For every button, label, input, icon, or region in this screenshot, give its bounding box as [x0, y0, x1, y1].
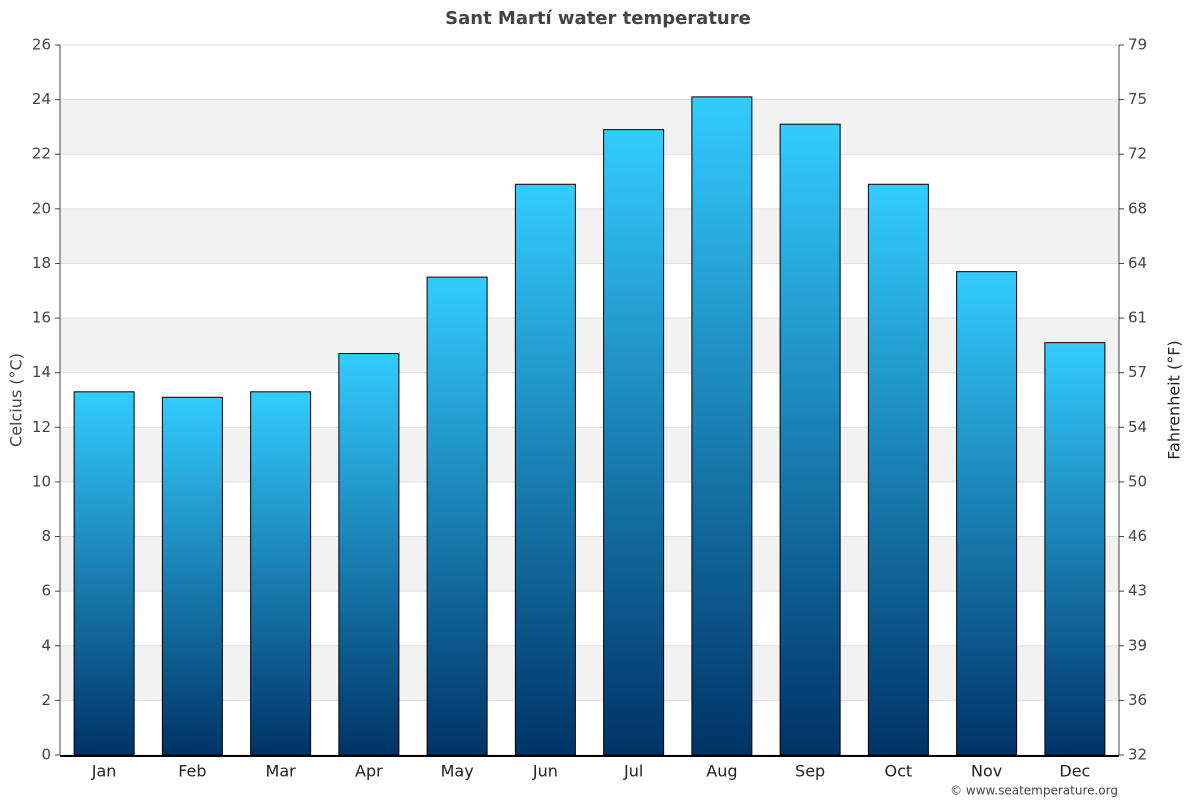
y-tick-label: 20: [32, 199, 51, 217]
x-tick-label: Feb: [178, 762, 206, 781]
y-tick-label: 18: [32, 254, 51, 272]
y2-tick-label: 54: [1128, 418, 1147, 436]
y-tick-label: 10: [32, 472, 51, 490]
x-tick-label: Jan: [91, 762, 117, 781]
y-tick-label: 4: [41, 636, 51, 654]
x-tick-label: Mar: [266, 762, 297, 781]
y2-tick-label: 75: [1128, 90, 1147, 108]
bar: [779, 123, 841, 756]
y2-tick-label: 32: [1128, 746, 1147, 764]
y2-tick-label: 57: [1128, 363, 1147, 381]
bar: [867, 183, 929, 756]
chart-title: Sant Martí water temperature: [445, 8, 751, 29]
x-tick-label: Sep: [795, 762, 825, 781]
y2-axis-label: Fahrenheit (°F): [1165, 340, 1184, 459]
y2-tick-label: 36: [1128, 691, 1147, 709]
grid-band: [60, 427, 1119, 482]
y2-tick-label: 68: [1128, 199, 1147, 217]
bar: [73, 391, 135, 756]
y2-tick-label: 43: [1128, 582, 1147, 600]
x-tick-label: May: [441, 762, 474, 781]
bar: [603, 129, 665, 756]
grid-band: [60, 645, 1119, 701]
bar: [161, 396, 223, 756]
grid-band: [60, 536, 1119, 592]
bar: [514, 183, 576, 756]
y-tick-label: 24: [32, 90, 51, 108]
x-tick-label: Aug: [706, 762, 737, 781]
x-tick-label: Nov: [971, 762, 1002, 781]
bar: [956, 271, 1018, 756]
x-tick-label: Jul: [623, 762, 643, 781]
y-tick-label: 26: [32, 36, 51, 54]
y2-tick-label: 79: [1128, 36, 1147, 54]
bar: [250, 391, 312, 756]
y-tick-label: 16: [32, 309, 51, 327]
x-tick-label: Jun: [532, 762, 558, 781]
bar: [426, 276, 488, 756]
x-tick-label: Oct: [885, 762, 913, 781]
y-tick-label: 0: [41, 746, 51, 764]
y2-tick-label: 72: [1128, 145, 1147, 163]
y-tick-label: 14: [32, 363, 51, 381]
grid-band: [60, 208, 1119, 264]
y2-tick-label: 61: [1128, 309, 1147, 327]
bands: [60, 99, 1119, 701]
y-tick-label: 6: [41, 582, 51, 600]
y-tick-label: 22: [32, 145, 51, 163]
y2-tick-label: 46: [1128, 527, 1147, 545]
y2-tick-label: 50: [1128, 472, 1147, 490]
source: © www.seatemperature.org: [950, 784, 1118, 798]
x-tick-label: Apr: [355, 762, 383, 781]
y2-tick-label: 39: [1128, 636, 1147, 654]
y2-tick-label: 64: [1128, 254, 1147, 272]
y-tick-label: 8: [41, 527, 51, 545]
bar: [338, 353, 400, 756]
y-axis-label: Celcius (°C): [7, 353, 26, 447]
x-tick-label: Dec: [1059, 762, 1090, 781]
grid-band: [60, 99, 1119, 155]
grid-band: [60, 318, 1119, 373]
bar: [1044, 342, 1106, 756]
y-tick-label: 12: [32, 418, 51, 436]
y-tick-label: 2: [41, 691, 51, 709]
bar: [691, 96, 753, 756]
